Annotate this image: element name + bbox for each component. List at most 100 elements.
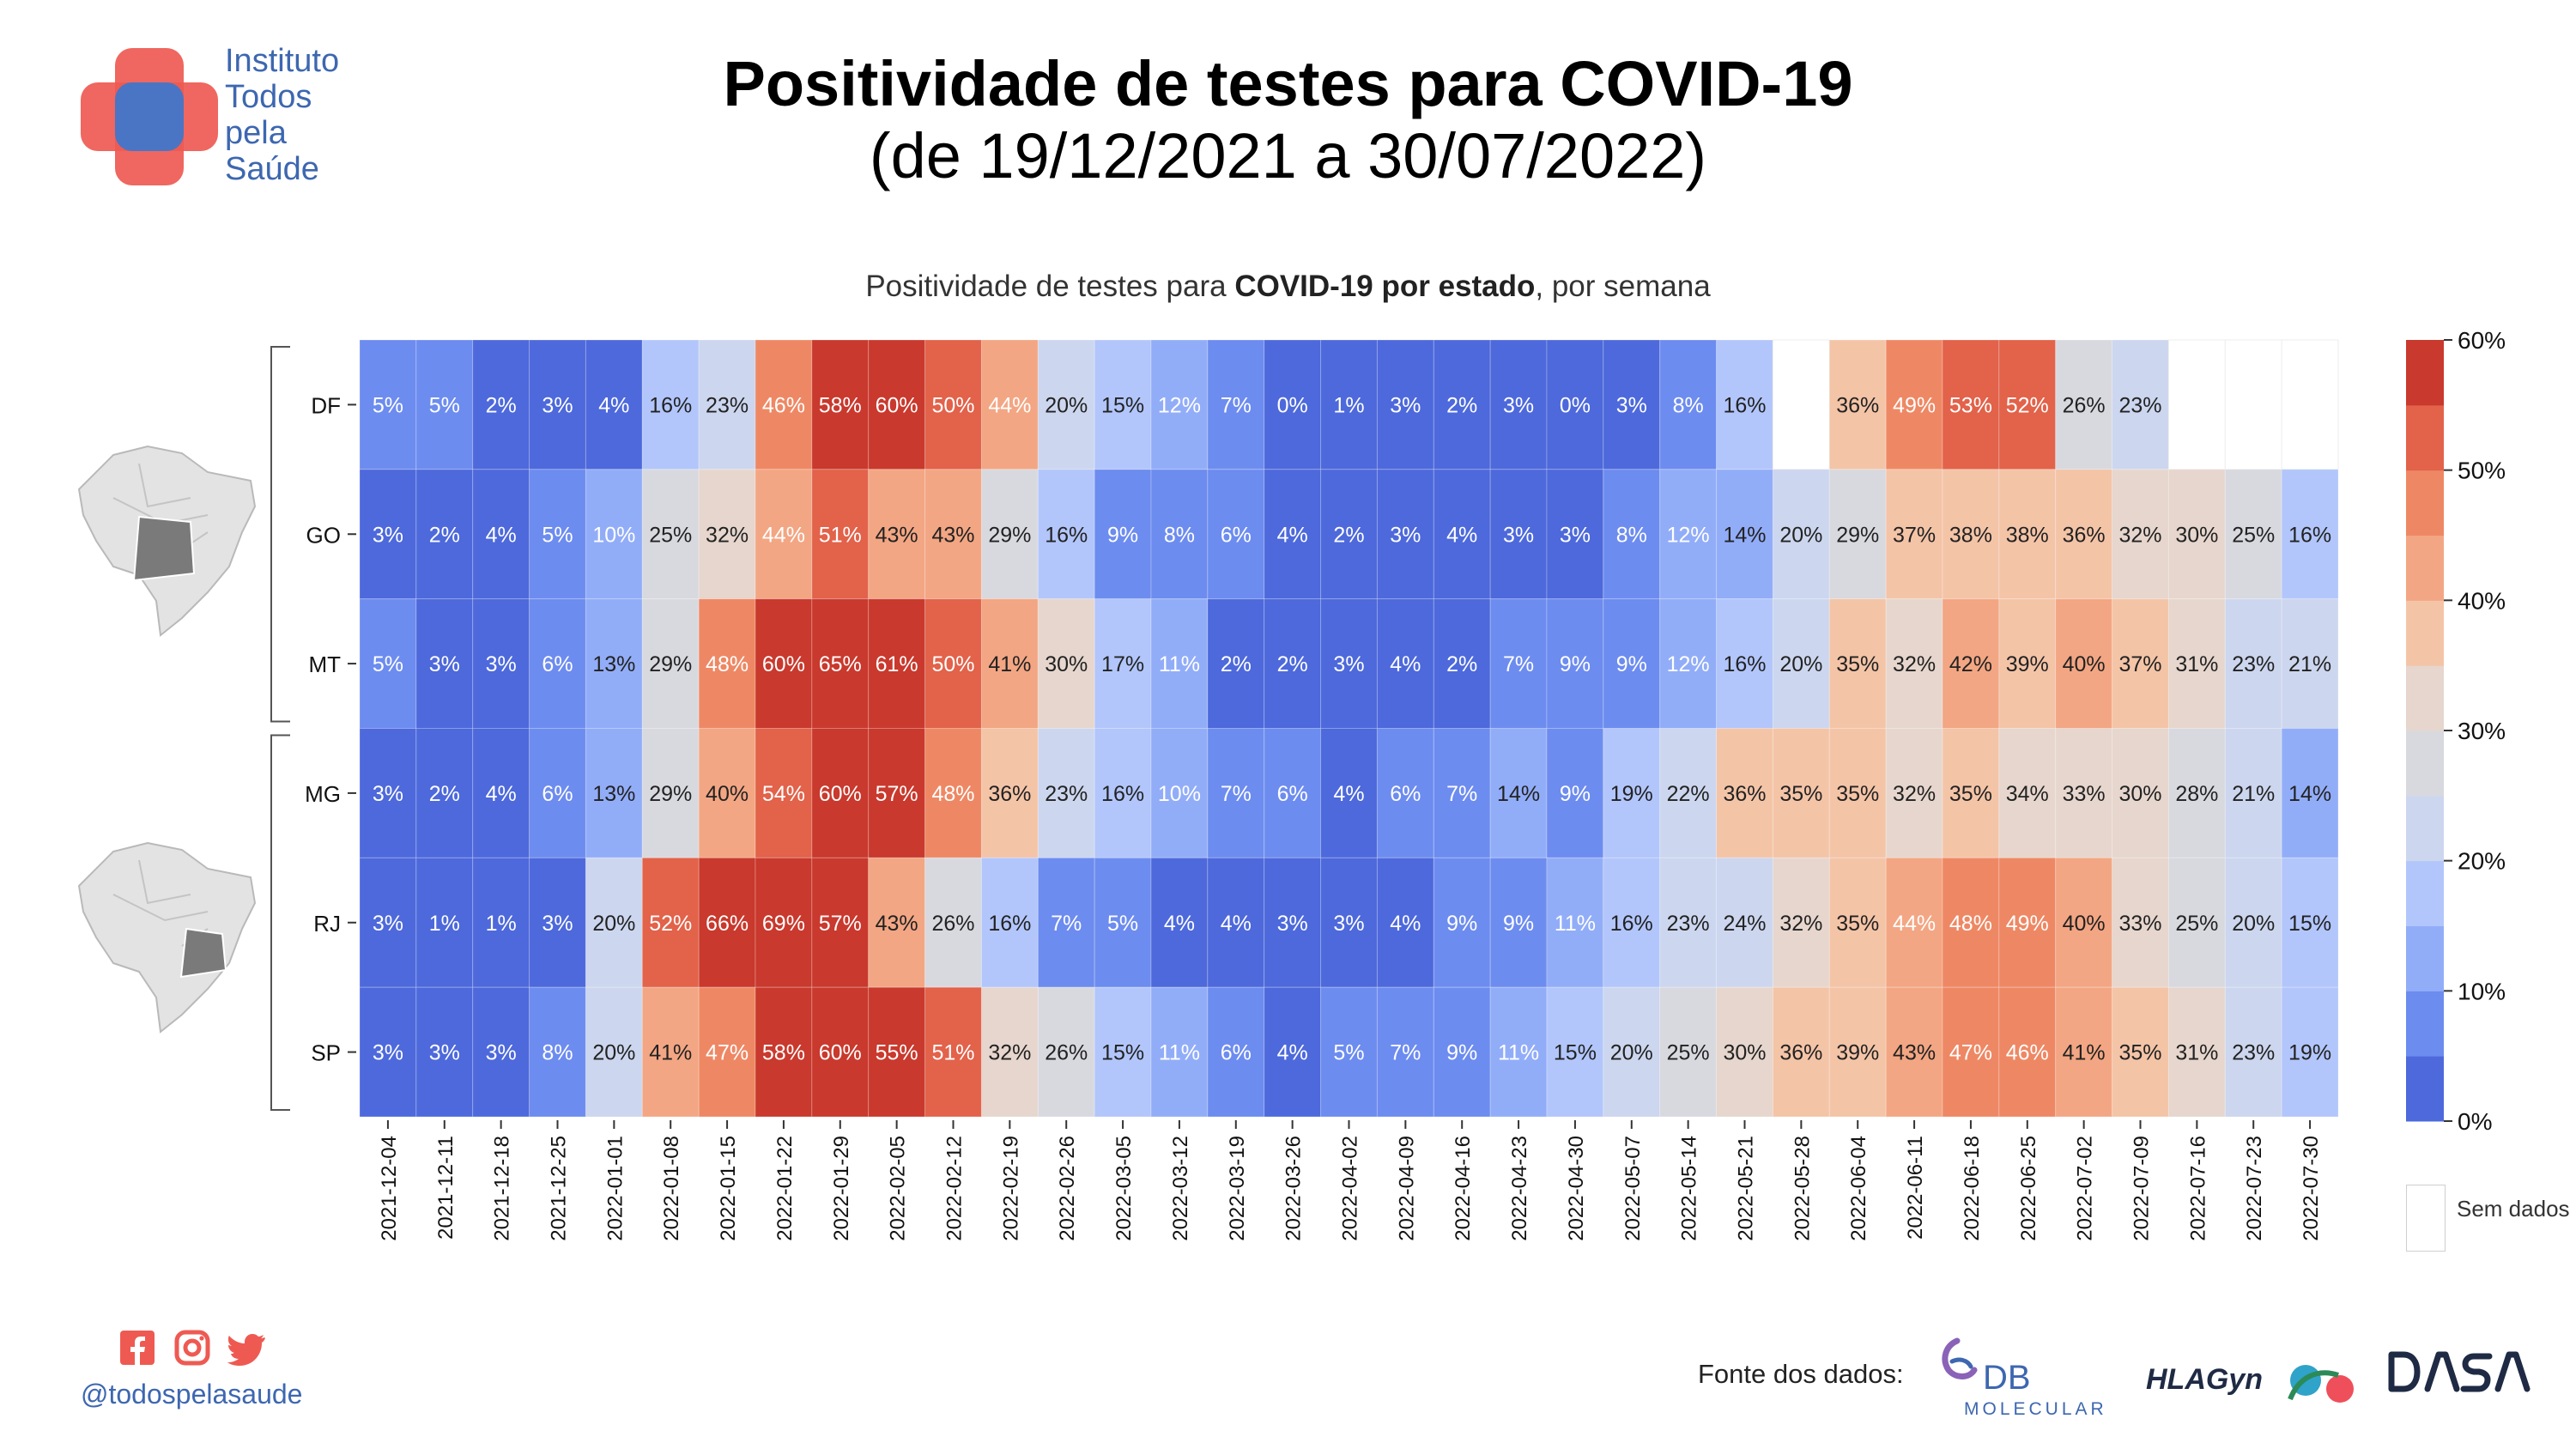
heatmap-cell <box>585 469 643 600</box>
heatmap-cell <box>1998 728 2057 858</box>
heatmap-cell-label: 23% <box>1667 912 1710 936</box>
twitter-icon[interactable] <box>227 1334 265 1366</box>
heatmap-cell-label: 54% <box>762 782 805 806</box>
heatmap-cell-label: 10% <box>1158 782 1201 806</box>
heatmap-cell-label: 3% <box>373 912 403 936</box>
heatmap-cell-label: 13% <box>592 782 635 806</box>
heatmap-cell <box>1264 469 1322 600</box>
heatmap-cell <box>2224 857 2282 988</box>
heatmap-cell <box>1264 728 1322 858</box>
group-bracket <box>270 734 290 1111</box>
heatmap-cell-label: 38% <box>1949 523 1992 547</box>
heatmap-cell <box>1885 728 1943 858</box>
heatmap-cell-label: 20% <box>592 912 635 936</box>
heatmap-cell <box>359 986 417 1118</box>
heatmap-cell-label: 44% <box>762 523 805 547</box>
x-tick-label: 2022-07-09 <box>2131 1136 2154 1241</box>
heatmap-cell-label: 8% <box>1616 523 1647 547</box>
heatmap-cell <box>1942 857 2000 988</box>
heatmap-cell <box>585 339 643 470</box>
heatmap-cell-label: 32% <box>988 1041 1031 1065</box>
heatmap-cell-label: 44% <box>1893 912 1936 936</box>
heatmap-cell-label: 58% <box>819 393 862 417</box>
heatmap-cell-label: 19% <box>1610 782 1653 806</box>
chart-heading-prefix: Positividade de testes para <box>865 270 1235 303</box>
heatmap-cell-label: 6% <box>542 652 573 676</box>
heatmap-cell-label: 16% <box>1045 523 1088 547</box>
heatmap-cell-label: 20% <box>1779 523 1822 547</box>
heatmap-cell <box>1433 469 1491 600</box>
heatmap-cell <box>980 469 1039 600</box>
facebook-icon[interactable] <box>120 1331 155 1365</box>
heatmap-cell-label: 35% <box>1949 782 1992 806</box>
heatmap-cell-label: 40% <box>706 782 749 806</box>
heatmap-cell-label: 52% <box>649 912 692 936</box>
heatmap-cell-label: 50% <box>931 652 974 676</box>
instagram-icon[interactable] <box>174 1330 210 1366</box>
heatmap-cell <box>2281 469 2339 600</box>
heatmap-cell <box>1207 986 1265 1118</box>
heatmap-cell-label: 3% <box>429 652 460 676</box>
heatmap-cell-label: 41% <box>988 652 1031 676</box>
chart-heading: Positividade de testes para COVID-19 por… <box>0 270 2576 304</box>
brazil-highlight-region <box>179 927 227 979</box>
heatmap-cell-label: 39% <box>1836 1041 1879 1065</box>
page-subtitle: (de 19/12/2021 a 30/07/2022) <box>869 120 1707 191</box>
heatmap-cell <box>1489 469 1548 600</box>
heatmap-cell-label: 26% <box>931 912 974 936</box>
heatmap-cell <box>529 469 586 600</box>
heatmap-cell-label: 37% <box>2118 652 2161 676</box>
heatmap-cell-label: 7% <box>1446 782 1477 806</box>
heatmap-cell <box>811 469 870 600</box>
heatmap-cell-label: 30% <box>2118 782 2161 806</box>
heatmap-cell-label: 7% <box>1503 652 1534 676</box>
heatmap-cell-label: 3% <box>1333 652 1364 676</box>
heatmap-cell-label: 36% <box>1779 1041 1822 1065</box>
heatmap-cell-label: 4% <box>1390 912 1421 936</box>
heatmap-cell <box>1998 339 2057 470</box>
heatmap-cell-label: 20% <box>1779 652 1822 676</box>
heatmap-cell-label: 48% <box>1949 912 1992 936</box>
y-tick-label: DF <box>311 392 341 418</box>
heatmap-cell-label: 3% <box>1503 393 1534 417</box>
heatmap-cell-empty <box>2224 339 2282 470</box>
heatmap-cell <box>359 469 417 600</box>
db-logo-sub: MOLECULAR <box>1964 1399 2107 1418</box>
heatmap-cell-label: 3% <box>486 1041 517 1065</box>
heatmap-cell <box>1546 339 1604 470</box>
heatmap-cell <box>1489 857 1548 988</box>
heatmap-cell <box>1828 469 1887 600</box>
heatmap-cell <box>868 728 926 858</box>
y-tick-label: GO <box>306 522 341 548</box>
heatmap-cell-label: 2% <box>1221 652 1252 676</box>
heatmap-cell <box>641 339 700 470</box>
heatmap-cell <box>698 598 756 730</box>
heatmap-cell-label: 40% <box>2063 912 2106 936</box>
heatmap-cell-label: 47% <box>1949 1041 1992 1065</box>
x-tick-label: 2022-03-05 <box>1112 1136 1136 1241</box>
title-block: Positividade de testes para COVID-19 (de… <box>0 48 2576 192</box>
heatmap-cell <box>641 857 700 988</box>
heatmap-cell <box>1037 857 1095 988</box>
heatmap-cell <box>1094 986 1152 1118</box>
heatmap-cell-label: 32% <box>1893 782 1936 806</box>
heatmap-cell-label: 9% <box>1560 782 1591 806</box>
heatmap-cell-label: 3% <box>542 393 573 417</box>
social-handle[interactable]: @todospelasaude <box>81 1379 303 1410</box>
heatmap-cell-label: 66% <box>706 912 749 936</box>
heatmap-cell <box>641 986 700 1118</box>
heatmap-cell-label: 2% <box>486 393 517 417</box>
heatmap-cell <box>1264 339 1322 470</box>
heatmap-cell <box>811 857 870 988</box>
heatmap-cell <box>2167 986 2226 1118</box>
heatmap-cell <box>1094 598 1152 730</box>
heatmap-cell-label: 61% <box>876 652 918 676</box>
heatmap-cell <box>1716 469 1773 600</box>
heatmap-cell <box>585 986 643 1118</box>
x-tick-label: 2022-06-18 <box>1961 1136 1984 1241</box>
no-data-label: Sem dados <box>2457 1196 2570 1222</box>
x-tick-label: 2021-12-25 <box>548 1136 571 1241</box>
heatmap-cell <box>698 339 756 470</box>
logo-line: pela <box>225 115 287 151</box>
heatmap-cell-label: 48% <box>931 782 974 806</box>
